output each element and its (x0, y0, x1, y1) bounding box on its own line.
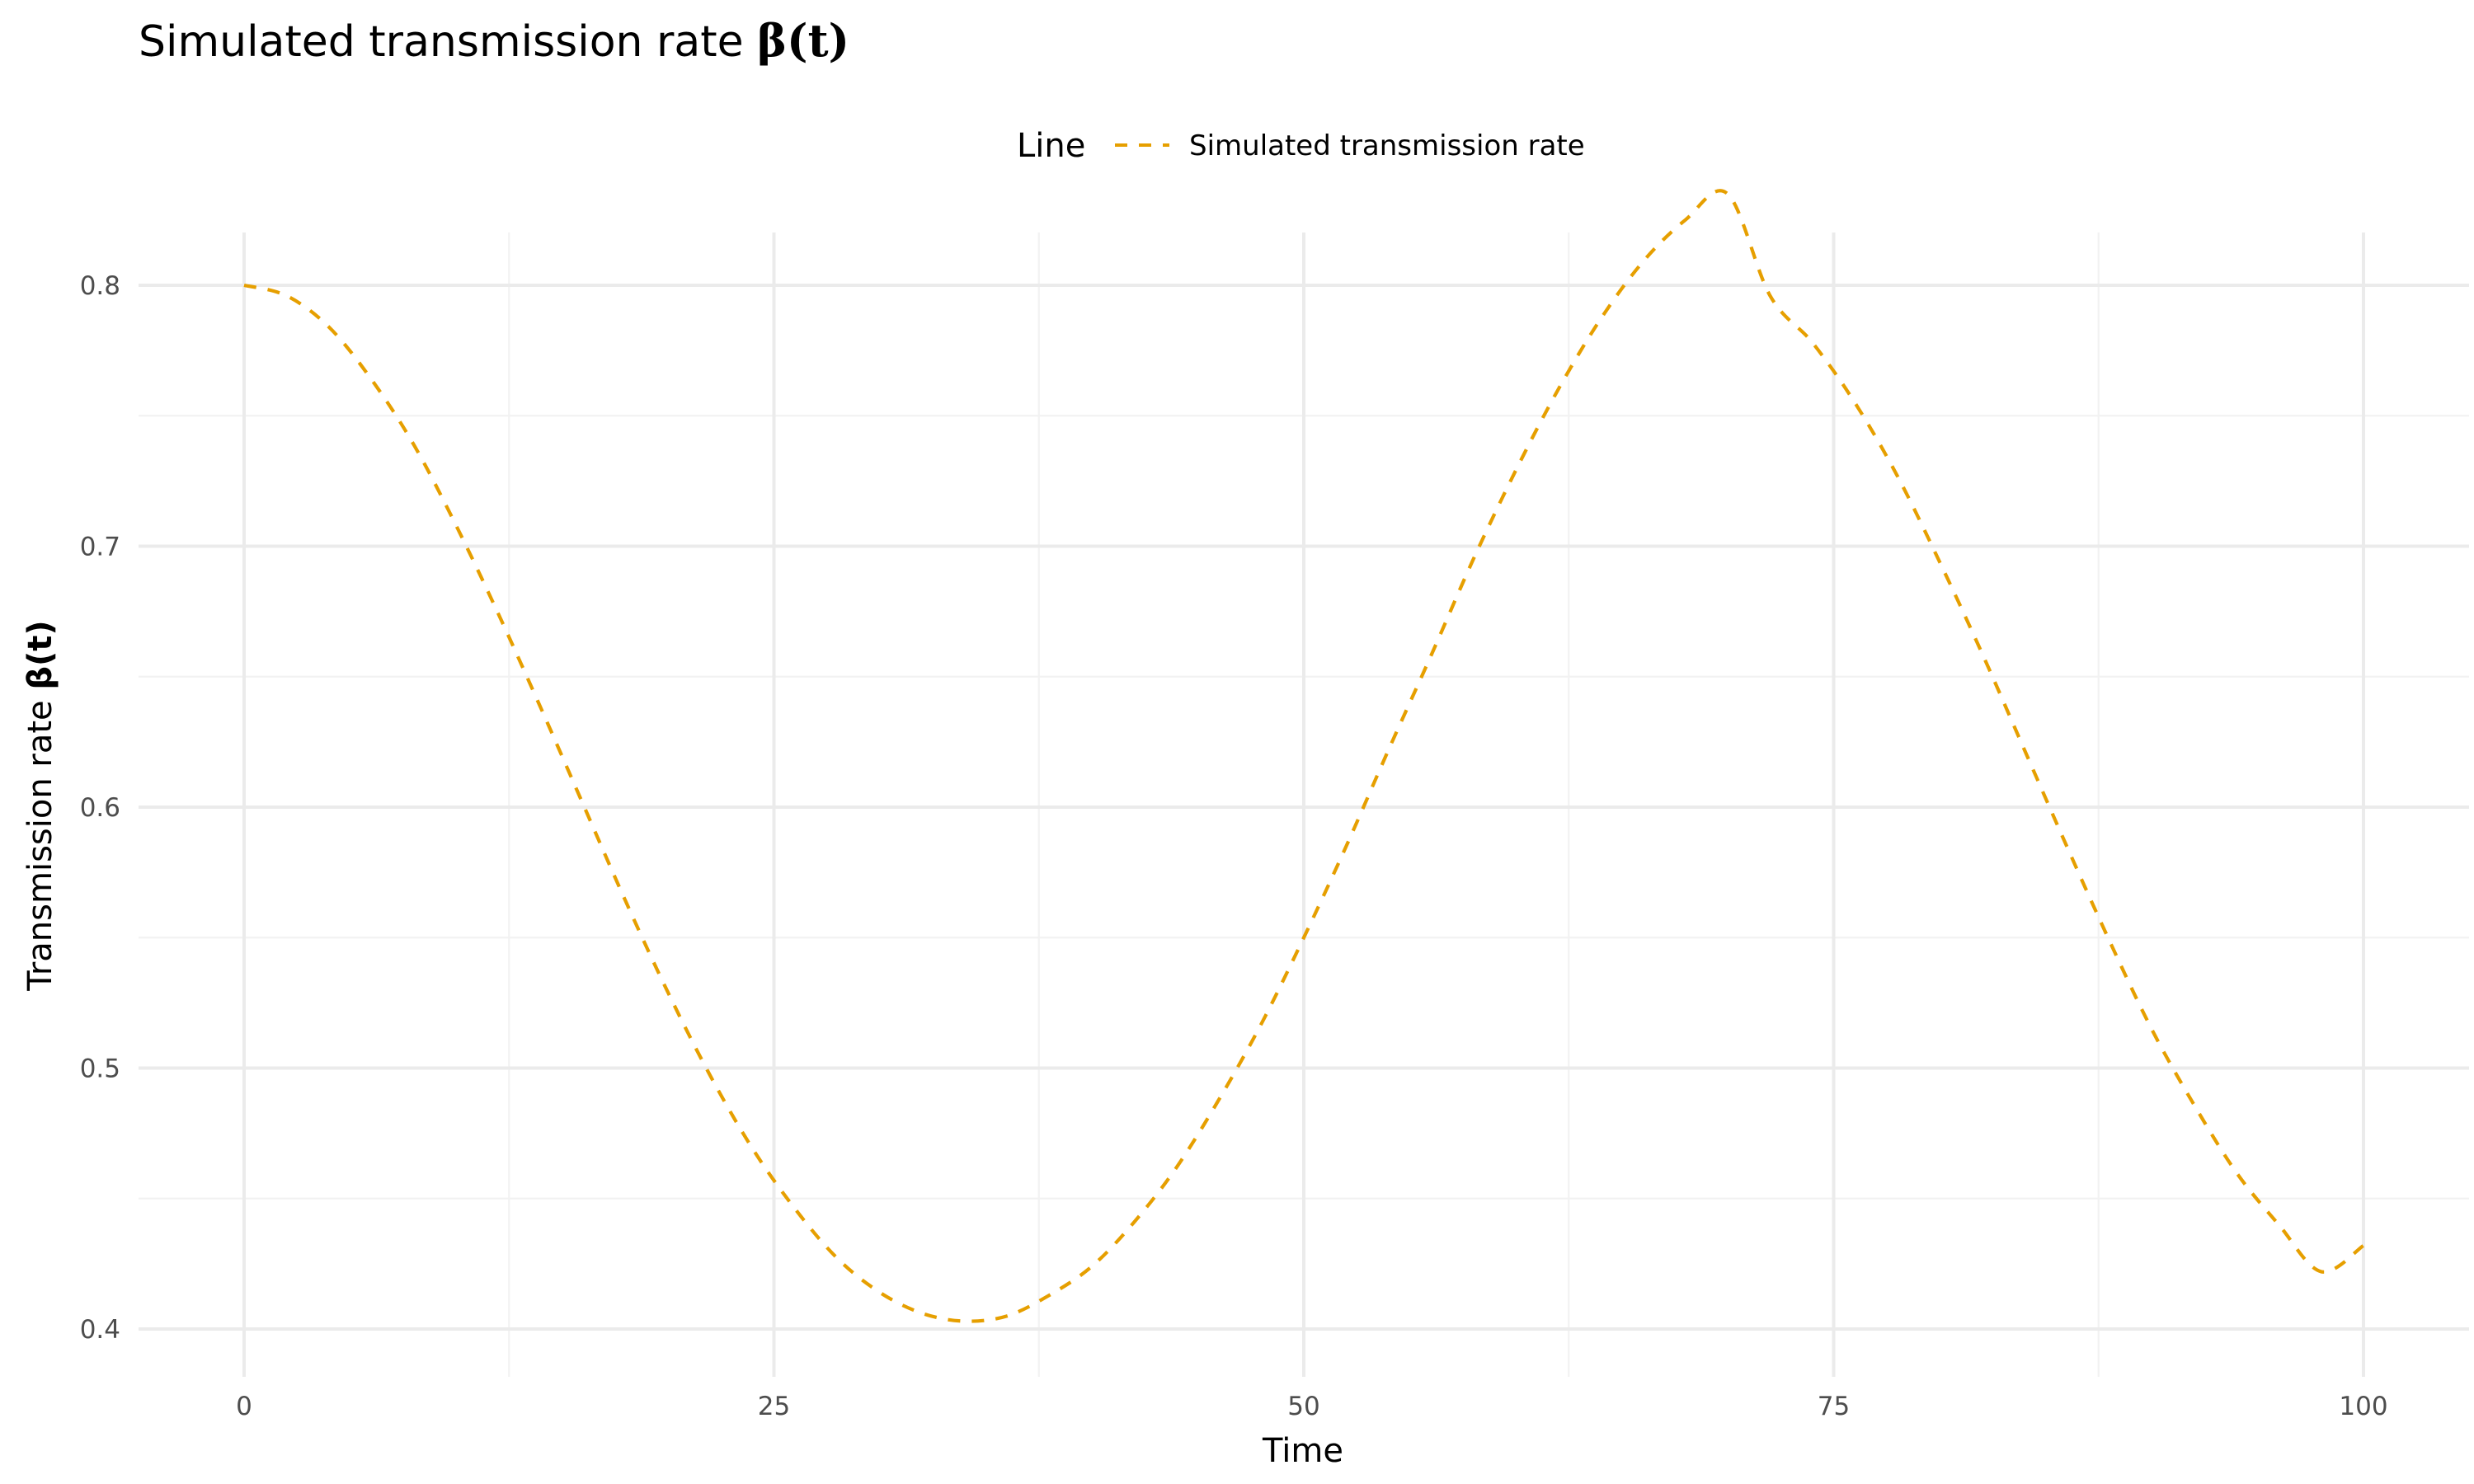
y-tick-label: 0.5 (80, 1054, 120, 1084)
x-tick-label: 100 (2339, 1392, 2387, 1421)
chart-title-text: Simulated transmission rate (139, 17, 757, 67)
y-tick-label: 0.8 (80, 271, 120, 301)
y-axis-title-text: Transmission rate (21, 690, 59, 992)
y-tick-label: 0.6 (80, 793, 120, 823)
y-axis-title: Transmission rate β(t) (21, 620, 59, 991)
x-axis-title: Time (1262, 1432, 1343, 1470)
y-axis-title-math: β(t) (21, 620, 59, 689)
x-axis-tick-labels: 0 25 50 75 100 (236, 1392, 2387, 1421)
chart-title: Simulated transmission rate β(t) (139, 14, 849, 67)
y-tick-label: 0.7 (80, 533, 120, 562)
legend-title: Line (1017, 127, 1085, 165)
y-axis-tick-labels: 0.4 0.5 0.6 0.7 0.8 (80, 271, 120, 1345)
x-tick-label: 50 (1287, 1392, 1319, 1421)
grid-major-lines (139, 232, 2469, 1377)
x-tick-label: 75 (1818, 1392, 1850, 1421)
chart-title-math: β(t) (757, 14, 849, 67)
series-line-simulated-transmission-rate (243, 189, 2365, 1323)
y-tick-label: 0.4 (80, 1315, 120, 1345)
x-tick-label: 0 (236, 1392, 252, 1421)
legend: Line Simulated transmission rate (1017, 127, 1585, 165)
legend-label: Simulated transmission rate (1189, 129, 1585, 162)
x-tick-label: 25 (758, 1392, 790, 1421)
